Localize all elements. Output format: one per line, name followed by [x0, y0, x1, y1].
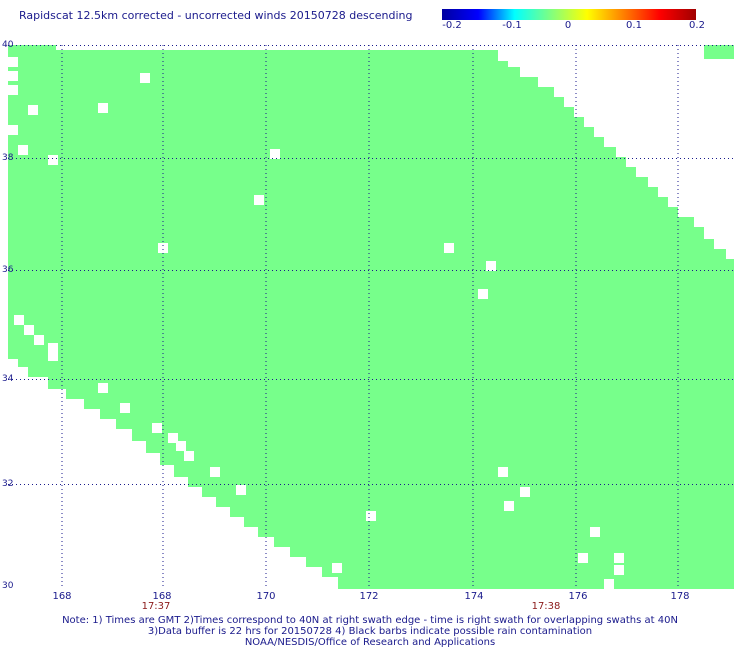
missing-cell	[152, 423, 162, 433]
missing-cell	[18, 145, 28, 155]
missing-cell	[520, 487, 530, 497]
lon-label-4: 172	[359, 591, 379, 602]
colorbar-label-zero: 0	[564, 20, 572, 31]
missing-cell	[254, 195, 264, 205]
missing-cell	[8, 57, 18, 67]
lat-label-34: 34	[2, 374, 14, 384]
colorbar-label-0-1: 0.1	[626, 20, 642, 31]
note-line-3: NOAA/NESDIS/Office of Research and Appli…	[244, 637, 496, 648]
lat-label-38: 38	[2, 153, 14, 163]
note-line-1: Note: 1) Times are GMT 2)Times correspon…	[62, 615, 678, 626]
lon-label-7: 178	[670, 591, 690, 602]
lon-label-1: 168	[52, 591, 72, 602]
color-scale-bar	[442, 9, 696, 20]
missing-cell	[168, 433, 178, 443]
missing-cell	[34, 335, 44, 345]
missing-cell	[486, 261, 496, 271]
time-label-1738: 17:38	[531, 601, 561, 612]
missing-cell	[236, 485, 246, 495]
missing-cell	[504, 501, 514, 511]
missing-cell	[444, 243, 454, 253]
colorbar-label-neg-0-1: -0.1	[502, 20, 522, 31]
missing-cell	[28, 105, 38, 115]
missing-cell	[8, 85, 18, 95]
swath-fragment	[704, 45, 734, 59]
swath-coverage	[8, 45, 734, 589]
wind-difference-map[interactable]	[8, 45, 734, 589]
missing-cell	[24, 325, 34, 335]
lon-label-3: 170	[256, 591, 276, 602]
missing-cell	[8, 71, 18, 81]
lon-label-5: 174	[464, 591, 484, 602]
missing-cell	[120, 403, 130, 413]
missing-cell	[332, 563, 342, 573]
colorbar-label-neg-0-2: -0.2	[442, 20, 462, 31]
missing-cell	[604, 579, 614, 589]
missing-cell	[98, 103, 108, 113]
missing-cell	[8, 125, 18, 135]
lon-label-6: 176	[568, 591, 588, 602]
missing-cell	[614, 553, 624, 563]
note-line-2: 3)Data buffer is 22 hrs for 20150728 4) …	[147, 626, 593, 637]
missing-cell	[614, 565, 624, 575]
missing-cell	[184, 451, 194, 461]
missing-cell	[98, 383, 108, 393]
missing-cell	[48, 343, 58, 353]
missing-cell	[48, 155, 58, 165]
missing-cell	[140, 73, 150, 83]
missing-cell	[210, 467, 220, 477]
missing-cell	[478, 289, 488, 299]
plot-title: Rapidscat 12.5km corrected - uncorrected…	[19, 9, 413, 22]
missing-cell	[366, 511, 376, 521]
lat-label-30: 30	[2, 581, 14, 591]
missing-cell	[176, 441, 186, 451]
lat-label-36: 36	[2, 265, 14, 275]
lat-label-40: 40	[2, 40, 14, 50]
missing-cell	[498, 467, 508, 477]
colorbar-label-0-2: 0.2	[689, 20, 705, 31]
time-label-1737: 17:37	[141, 601, 171, 612]
missing-cell	[48, 351, 58, 361]
missing-cell	[270, 149, 280, 159]
lat-label-32: 32	[2, 479, 14, 489]
missing-cell	[590, 527, 600, 537]
lon-label-2: 168	[152, 591, 172, 602]
missing-cell	[158, 243, 168, 253]
missing-cell	[14, 315, 24, 325]
missing-cell	[578, 553, 588, 563]
